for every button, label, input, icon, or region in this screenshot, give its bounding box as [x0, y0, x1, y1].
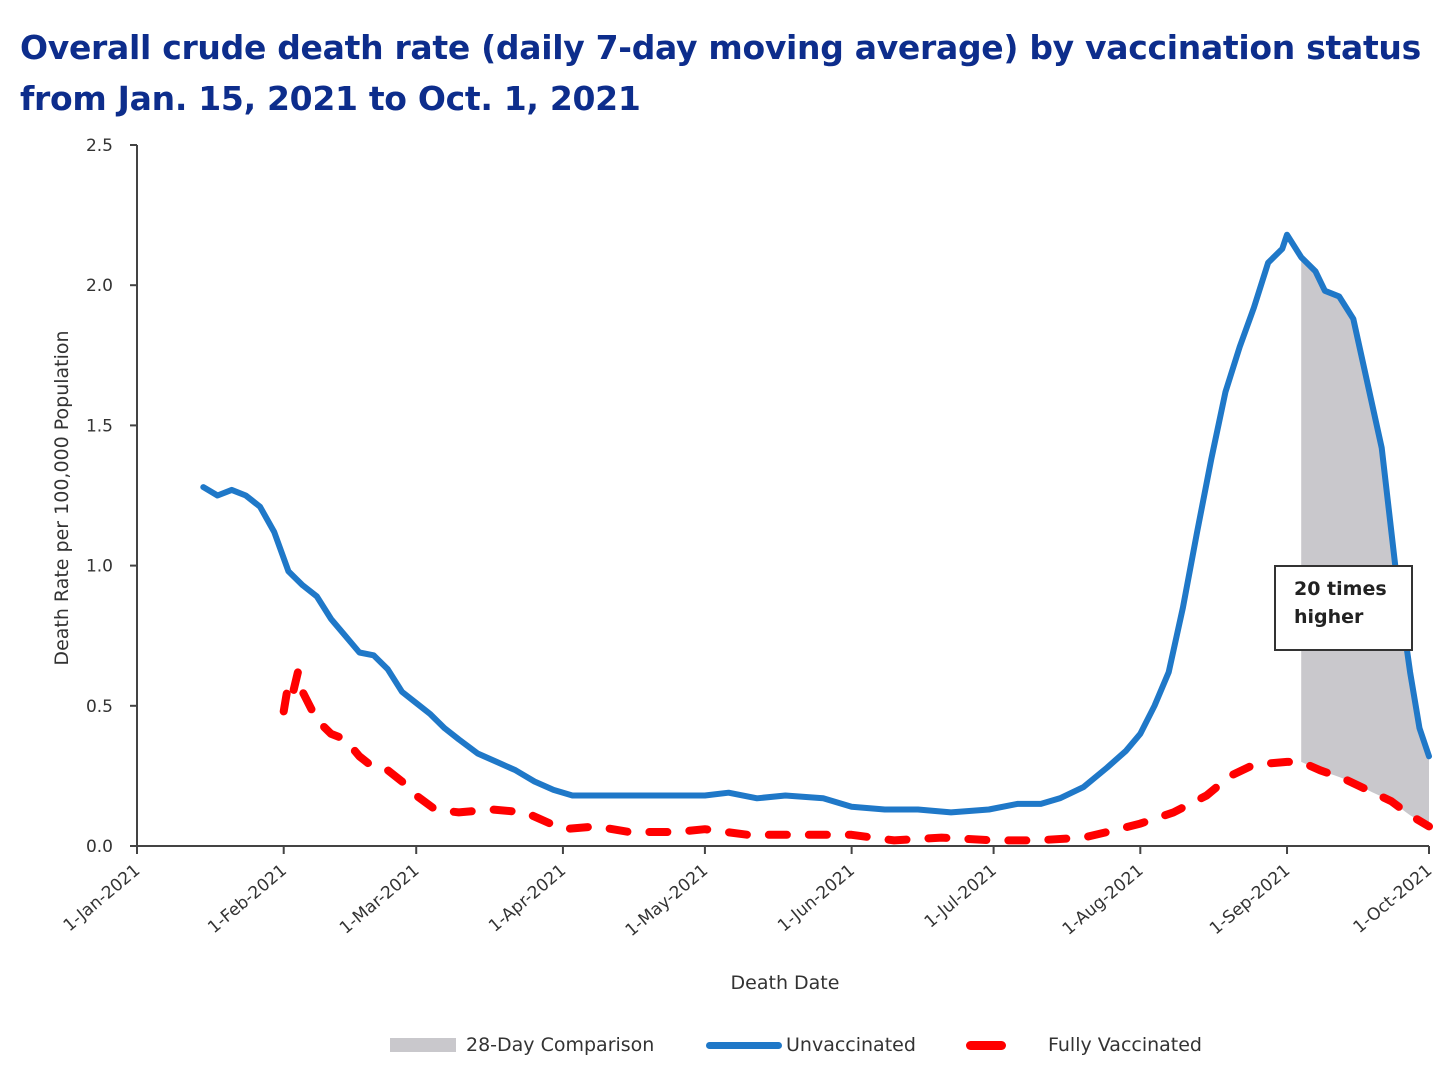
x-tick-label: 1-Apr-2021 — [485, 861, 570, 937]
legend-label-comparison: 28-Day Comparison — [466, 1034, 655, 1056]
annotation-box: 20 times higher — [1274, 565, 1413, 651]
legend: 28-Day Comparison Unvaccinated Fully Vac… — [390, 1030, 1290, 1060]
chart-title-line-1: Overall crude death rate (daily 7-day mo… — [20, 28, 1421, 67]
x-tick-label: 1-Feb-2021 — [204, 861, 291, 938]
comparison-band-layer — [1301, 257, 1429, 827]
x-tick-label: 1-Mar-2021 — [336, 861, 423, 939]
series-fully-vaccinated-line — [279, 668, 1433, 845]
annotation-line-2: higher — [1294, 606, 1364, 628]
legend-label-unvaccinated: Unvaccinated — [786, 1034, 916, 1056]
legend-item-unvaccinated: Unvaccinated — [706, 1030, 916, 1060]
y-tick-label: 1.5 — [86, 416, 113, 436]
y-tick-label: 0.0 — [86, 837, 113, 857]
x-tick-label: 1-Jul-2021 — [921, 861, 1001, 933]
x-tick-label: 1-Oct-2021 — [1350, 861, 1437, 938]
legend-item-fully-vaccinated: Fully Vaccinated — [966, 1030, 1202, 1060]
x-tick-label: 1-May-2021 — [622, 861, 712, 941]
comparison-band — [1301, 257, 1429, 827]
x-tick-label: 1-Sep-2021 — [1206, 861, 1294, 940]
legend-swatch-comparison — [390, 1038, 456, 1052]
y-tick-label: 0.5 — [86, 697, 113, 717]
y-axis-label: Death Rate per 100,000 Population — [51, 330, 73, 665]
chart-title: Overall crude death rate (daily 7-day mo… — [20, 22, 1440, 124]
chart-title-line-2: from Jan. 15, 2021 to Oct. 1, 2021 — [20, 79, 641, 118]
x-tick-label: 1-Jun-2021 — [774, 861, 859, 937]
x-tick-label: 1-Jan-2021 — [60, 861, 144, 936]
y-tick-label: 1.0 — [86, 557, 113, 577]
annotation-line-1: 20 times — [1294, 578, 1387, 600]
x-axis-label: Death Date — [731, 972, 840, 994]
legend-swatch-fully-vaccinated — [966, 1040, 1006, 1050]
axes-layer: 0.0 0.5 1.0 1.5 2.0 2.5 1-Jan-2021 1-Feb-2021 1-… — [60, 136, 1436, 941]
y-tick-label: 2.5 — [86, 136, 113, 156]
y-tick-label: 2.0 — [86, 276, 113, 296]
series-unvaccinated-line — [200, 231, 1432, 816]
x-tick-label: 1-Aug-2021 — [1059, 861, 1148, 940]
legend-label-fully-vaccinated: Fully Vaccinated — [1048, 1034, 1202, 1056]
series-layer — [200, 231, 1433, 845]
legend-swatch-unvaccinated — [706, 1041, 782, 1049]
legend-item-comparison: 28-Day Comparison — [390, 1030, 654, 1060]
